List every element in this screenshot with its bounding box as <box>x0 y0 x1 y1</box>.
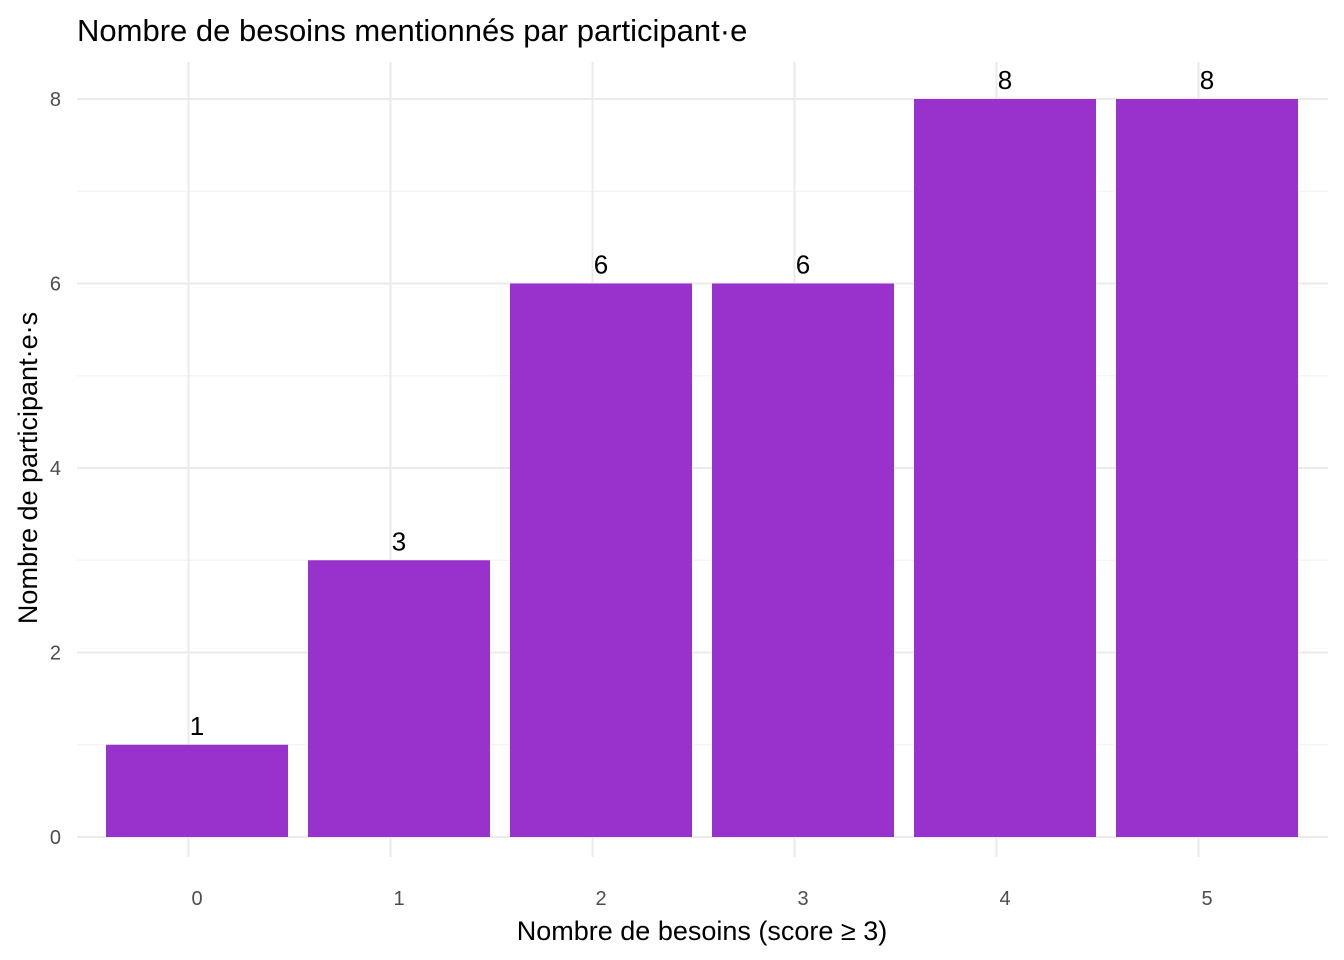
bar <box>510 283 692 837</box>
x-axis-ticks: 0 1 2 3 4 5 <box>191 888 1212 910</box>
bar <box>712 283 894 837</box>
bar-value-label: 1 <box>190 711 204 741</box>
x-tick-label: 1 <box>393 888 404 910</box>
x-tick-label: 3 <box>797 888 808 910</box>
y-tick-label: 6 <box>50 274 61 296</box>
bar-value-label: 3 <box>392 526 406 556</box>
x-tick-label: 0 <box>191 888 202 910</box>
y-axis-title: Nombre de participant·e·s <box>13 312 43 624</box>
bars <box>106 99 1298 837</box>
y-tick-label: 8 <box>50 89 61 111</box>
x-tick-label: 5 <box>1201 888 1212 910</box>
bar-value-label: 8 <box>1200 65 1214 95</box>
y-tick-label: 0 <box>50 827 61 849</box>
x-tick-label: 2 <box>595 888 606 910</box>
x-axis-title: Nombre de besoins (score ≥ 3) <box>517 916 887 946</box>
chart-title: Nombre de besoins mentionnés par partici… <box>77 13 747 48</box>
data-labels: 1 3 6 6 8 8 <box>190 65 1214 741</box>
x-tick-label: 4 <box>999 888 1010 910</box>
bar <box>106 744 288 837</box>
y-axis-ticks: 0 2 4 6 8 <box>50 89 61 849</box>
bar-value-label: 8 <box>998 65 1012 95</box>
bar <box>1116 99 1298 837</box>
bar <box>308 560 490 837</box>
y-tick-label: 4 <box>50 458 61 480</box>
bar-value-label: 6 <box>796 250 810 280</box>
bar <box>914 99 1096 837</box>
y-tick-label: 2 <box>50 643 61 665</box>
bar-value-label: 6 <box>594 250 608 280</box>
